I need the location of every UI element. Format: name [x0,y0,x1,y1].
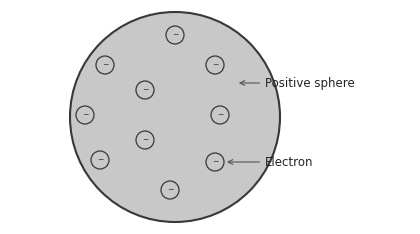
Text: −: − [172,30,178,40]
Circle shape [96,56,114,74]
Text: −: − [167,186,173,194]
Text: −: − [212,61,218,69]
Circle shape [161,181,179,199]
Text: Positive sphere: Positive sphere [240,77,355,89]
Text: −: − [97,156,103,165]
Circle shape [76,106,94,124]
Text: −: − [142,135,148,145]
Circle shape [166,26,184,44]
Text: −: − [102,61,108,69]
Circle shape [136,81,154,99]
Text: −: − [212,157,218,167]
Text: Electron: Electron [228,156,313,168]
Circle shape [211,106,229,124]
Circle shape [91,151,109,169]
Text: −: − [142,85,148,95]
Circle shape [206,153,224,171]
Text: −: − [82,110,88,120]
Circle shape [136,131,154,149]
Text: −: − [217,110,223,120]
Circle shape [70,12,280,222]
Circle shape [206,56,224,74]
